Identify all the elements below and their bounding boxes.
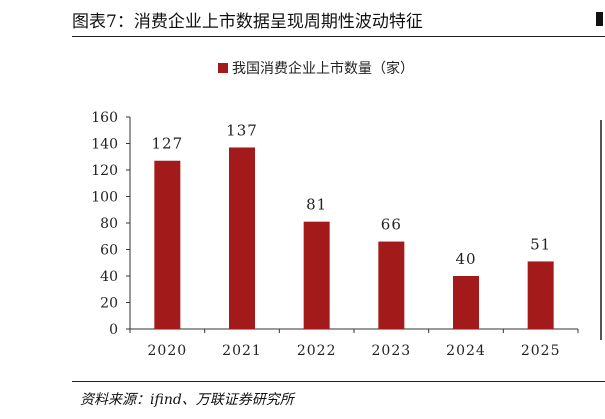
legend: 我国消费企业上市数量（家） [218,58,414,78]
y-tick-label: 40 [100,269,118,285]
bar [453,276,479,329]
top-rule [72,36,605,37]
source-note: 资料来源：ifind、万联证券研究所 [80,392,294,408]
x-tick-label: 2021 [222,343,262,359]
y-tick-label: 160 [91,110,118,126]
y-tick-label: 100 [91,190,118,206]
y-tick-label: 120 [91,163,118,179]
y-tick-label: 20 [100,296,118,312]
bar [303,221,330,329]
x-tick-label: 2022 [297,343,337,359]
data-label: 137 [226,121,258,139]
data-label: 66 [381,216,402,234]
x-tick-label: 2020 [148,343,188,359]
bar [378,241,405,329]
bar [154,160,181,329]
data-label: 127 [152,135,184,153]
bar [527,261,554,329]
y-tick-label: 0 [109,322,118,338]
legend-label: 我国消费企业上市数量（家） [232,61,414,77]
right-edge-line [600,120,602,340]
x-tick-label: 2023 [372,343,412,359]
legend-swatch [218,63,228,73]
figure-title: 图表7：消费企业上市数据呈现周期性波动特征 [72,12,423,32]
y-tick-label: 140 [91,137,118,153]
x-tick-label: 2025 [521,343,561,359]
y-tick-label: 60 [100,243,118,259]
bottom-rule [72,381,605,382]
data-label: 81 [306,196,327,214]
data-label: 40 [455,250,476,268]
y-tick-label: 80 [100,216,118,232]
x-tick-label: 2024 [446,343,486,359]
bar [229,147,255,329]
data-label: 51 [530,235,551,253]
corner-mark [596,12,603,26]
